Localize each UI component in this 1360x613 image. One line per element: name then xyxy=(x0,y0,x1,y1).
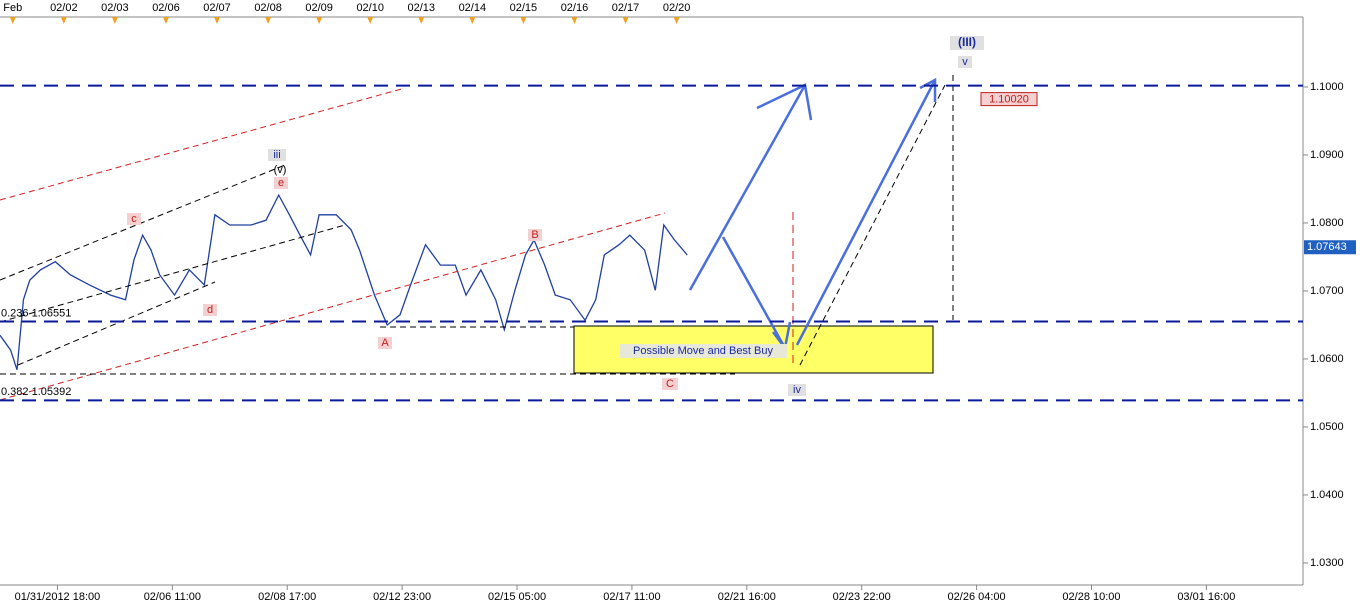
arrows xyxy=(688,77,937,352)
x-tick-label: 02/28 10:00 xyxy=(1062,591,1120,603)
x-tick-label: 02/21 16:00 xyxy=(718,591,776,603)
wave-label: iii xyxy=(273,149,280,161)
y-tick-label: 1.0600 xyxy=(1310,353,1344,365)
price-line xyxy=(0,193,688,371)
top-tick-label: 02/02 xyxy=(50,2,78,14)
wave-label: A xyxy=(381,337,389,349)
top-tick-label: 02/16 xyxy=(561,2,589,14)
target-line xyxy=(799,84,946,366)
label-box xyxy=(958,56,972,68)
top-tick-mark xyxy=(622,17,629,24)
channel-line xyxy=(0,87,406,201)
levels: 1.10020 0.236 1.06551 0.382 1.05392 xyxy=(0,84,1303,402)
top-tick-mark xyxy=(316,17,323,24)
label-box xyxy=(127,213,141,225)
top-tick-mark xyxy=(673,17,680,24)
top-tick-mark xyxy=(111,17,118,24)
level-label: 0.382 1.05392 xyxy=(1,386,71,398)
wave-label: d xyxy=(207,304,213,316)
top-tick-mark xyxy=(60,17,67,24)
top-tick-mark xyxy=(162,17,169,24)
last-price-box xyxy=(1304,240,1356,255)
x-tick-label: 01/31/2012 18:00 xyxy=(15,591,101,603)
x-tick-label: 02/06 11:00 xyxy=(144,591,201,603)
y-tick-label: 1.0700 xyxy=(1310,285,1344,297)
note: Possible Move and Best Buy xyxy=(633,345,774,357)
label-box xyxy=(203,304,217,316)
channel-line xyxy=(17,281,216,366)
wave-label: (III) xyxy=(958,35,976,49)
channel-line xyxy=(0,212,666,401)
label-box xyxy=(274,177,288,189)
label-box xyxy=(268,149,286,161)
label-box xyxy=(378,337,392,349)
top-tick-mark xyxy=(469,17,476,24)
label-box xyxy=(662,378,678,390)
arrow xyxy=(795,79,937,346)
channel-line xyxy=(0,164,286,281)
wave-label: v xyxy=(962,56,968,68)
label-box xyxy=(620,344,787,358)
wave-label: C xyxy=(666,378,674,390)
y-tick-label: 1.0900 xyxy=(1310,149,1344,161)
plot-area xyxy=(0,193,688,371)
wave-label: B xyxy=(531,229,538,241)
top-tick-label: 02/20 xyxy=(663,2,691,14)
x-tick-label: 03/01 16:00 xyxy=(1177,591,1235,603)
top-tick-label: 02/06 xyxy=(152,2,180,14)
top-tick-label: Feb xyxy=(3,2,22,14)
top-tick-label: 02/14 xyxy=(459,2,487,14)
x-tick-label: 02/15 05:00 xyxy=(488,591,546,603)
x-tick-label: 02/08 17:00 xyxy=(258,591,316,603)
y-tick-label: 1.0400 xyxy=(1310,489,1344,501)
label-box xyxy=(980,92,1038,107)
wave-label: c xyxy=(131,213,137,225)
top-tick-mark xyxy=(571,17,578,24)
wave-label: (v) xyxy=(274,164,287,176)
level-label: 0.236 1.06551 xyxy=(1,307,71,319)
top-tick-label: 02/08 xyxy=(254,2,282,14)
wave-label: iv xyxy=(793,384,801,396)
x-tick-label: 02/12 23:00 xyxy=(373,591,431,603)
y-tick-label: 1.0800 xyxy=(1310,217,1344,229)
x-tick-label: 02/23 22:00 xyxy=(833,591,891,603)
last-price-label: 1.07643 xyxy=(1307,241,1347,253)
y-tick-label: 1.1000 xyxy=(1310,81,1344,93)
level-label: 1.10020 xyxy=(989,94,1029,106)
top-tick-mark xyxy=(214,17,221,24)
y-tick-label: 1.0300 xyxy=(1310,557,1344,569)
arrow xyxy=(721,236,787,349)
label-box xyxy=(788,384,806,396)
top-tick-label: 02/09 xyxy=(305,2,333,14)
top-tick-mark xyxy=(367,17,374,24)
label-box xyxy=(950,36,984,50)
top-tick-label: 02/03 xyxy=(101,2,129,14)
x-tick-label: 02/26 04:00 xyxy=(948,591,1006,603)
wave-label: e xyxy=(278,177,284,189)
top-tick-mark xyxy=(520,17,527,24)
top-tick-mark xyxy=(265,17,272,24)
top-tick-label: 02/07 xyxy=(203,2,231,14)
label-box xyxy=(528,229,542,241)
top-tick-label: 02/13 xyxy=(408,2,436,14)
arrow xyxy=(688,84,807,291)
x-tick-label: 02/17 11:00 xyxy=(603,591,660,603)
top-tick-label: 02/15 xyxy=(510,2,538,14)
top-tick-label: 02/10 xyxy=(356,2,384,14)
y-tick-label: 1.0500 xyxy=(1310,421,1344,433)
wave-labels: (III) v iii (v) e c d A B C iv Possible … xyxy=(127,35,984,396)
top-tick-label: 02/17 xyxy=(612,2,640,14)
top-tick-mark xyxy=(9,17,16,24)
top-tick-mark xyxy=(418,17,425,24)
